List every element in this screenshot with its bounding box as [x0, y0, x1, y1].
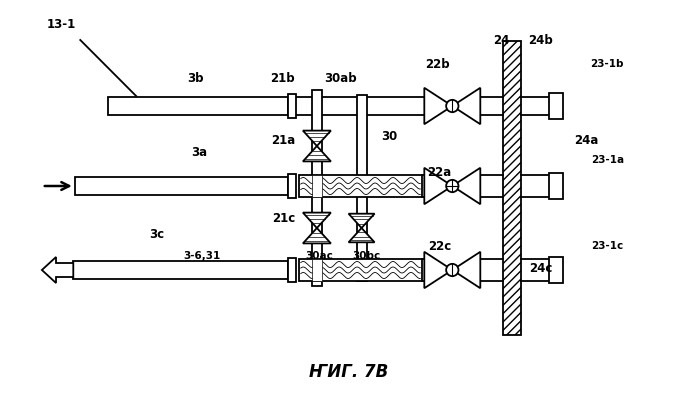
- Text: 3-6,31: 3-6,31: [184, 251, 221, 261]
- Bar: [549, 257, 563, 283]
- Polygon shape: [303, 213, 331, 228]
- Bar: [312, 175, 322, 197]
- Circle shape: [446, 264, 459, 276]
- Text: 23-1b: 23-1b: [591, 59, 624, 69]
- Text: 30ac: 30ac: [306, 251, 334, 261]
- Text: 21c: 21c: [272, 212, 295, 224]
- Polygon shape: [424, 252, 452, 288]
- Circle shape: [446, 100, 459, 112]
- Circle shape: [446, 180, 459, 192]
- Text: 3c: 3c: [149, 228, 165, 240]
- Text: 23-1c: 23-1c: [591, 241, 623, 251]
- Bar: [549, 173, 563, 199]
- Bar: [288, 258, 296, 282]
- Bar: [312, 90, 322, 286]
- Text: 22a: 22a: [428, 166, 452, 178]
- Polygon shape: [424, 168, 452, 204]
- Polygon shape: [303, 130, 331, 146]
- Bar: [73, 261, 288, 279]
- Bar: [357, 95, 366, 281]
- Text: ҤИГ. 7В: ҤИГ. 7В: [309, 363, 389, 381]
- Text: 30bc: 30bc: [352, 251, 380, 261]
- Bar: [288, 174, 296, 198]
- Bar: [299, 175, 422, 197]
- Bar: [75, 177, 288, 195]
- Text: 24: 24: [493, 34, 510, 46]
- Polygon shape: [452, 252, 480, 288]
- Text: 30: 30: [381, 130, 398, 143]
- Bar: [549, 93, 563, 119]
- Bar: [299, 259, 422, 281]
- Text: 3b: 3b: [187, 72, 204, 84]
- Text: 24a: 24a: [574, 134, 598, 147]
- Bar: [108, 97, 288, 115]
- Text: 24b: 24b: [528, 34, 554, 46]
- Text: 21b: 21b: [270, 72, 295, 84]
- Text: 23-1a: 23-1a: [591, 155, 624, 165]
- Text: 22c: 22c: [428, 240, 452, 252]
- Polygon shape: [452, 88, 480, 124]
- Bar: [312, 259, 322, 281]
- Text: 22b: 22b: [424, 58, 450, 70]
- Text: 3a: 3a: [191, 146, 207, 158]
- Polygon shape: [452, 168, 480, 204]
- Bar: [288, 94, 296, 118]
- Polygon shape: [303, 228, 331, 243]
- Text: 21a: 21a: [272, 134, 295, 146]
- Polygon shape: [424, 88, 452, 124]
- Bar: [503, 41, 521, 335]
- Polygon shape: [348, 214, 375, 228]
- Polygon shape: [303, 146, 331, 161]
- Text: 24c: 24c: [529, 262, 553, 274]
- Text: 30ab: 30ab: [325, 72, 357, 84]
- Polygon shape: [348, 228, 375, 242]
- Polygon shape: [42, 257, 73, 283]
- Text: 13-1: 13-1: [47, 18, 76, 30]
